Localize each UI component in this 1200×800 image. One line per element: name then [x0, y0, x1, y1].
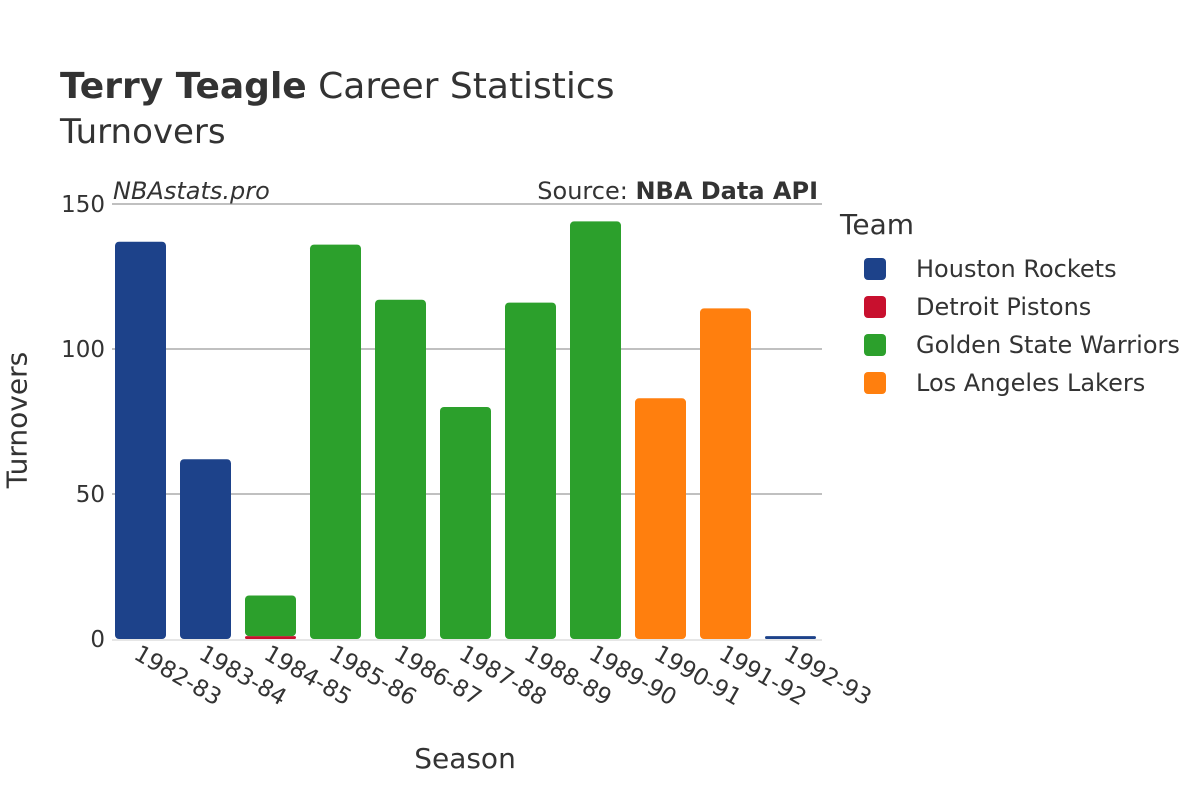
- legend-item-detroit-pistons[interactable]: Detroit Pistons: [864, 288, 1180, 326]
- legend-title: Team: [840, 208, 915, 241]
- bar-1987-88-golden-state-warriors[interactable]: [440, 407, 491, 639]
- y-tick-label: 100: [61, 337, 105, 363]
- x-tick-labels: 1982-831983-841984-851985-861986-871987-…: [130, 641, 876, 712]
- bar-1988-89-golden-state-warriors[interactable]: [505, 302, 556, 639]
- legend-label: Golden State Warriors: [916, 331, 1180, 359]
- y-tick-label: 150: [61, 192, 105, 218]
- chart-title-rest: Career Statistics: [306, 66, 615, 107]
- legend-label: Detroit Pistons: [916, 293, 1092, 321]
- y-axis-label: Turnovers: [0, 351, 34, 489]
- bar-1992-93-houston-rockets[interactable]: [765, 636, 816, 639]
- legend-label: Los Angeles Lakers: [916, 369, 1146, 397]
- chart-title: Terry Teagle Career Statistics: [60, 66, 614, 107]
- legend-label: Houston Rockets: [916, 255, 1117, 283]
- bar-1982-83-houston-rockets[interactable]: [115, 241, 166, 639]
- chart-title-player: Terry Teagle: [60, 66, 307, 107]
- bar-1989-90-golden-state-warriors[interactable]: [570, 221, 621, 639]
- legend-swatch: [864, 372, 886, 394]
- source-prefix: Source:: [537, 177, 636, 205]
- y-tick-label: 50: [76, 482, 105, 508]
- legend-swatch: [864, 296, 886, 318]
- legend-swatch: [864, 258, 886, 280]
- source-name: NBA Data API: [635, 177, 818, 205]
- legend: Houston Rockets Detroit Pistons Golden S…: [864, 250, 1180, 402]
- legend-item-los-angeles-lakers[interactable]: Los Angeles Lakers: [864, 364, 1180, 402]
- legend-item-golden-state-warriors[interactable]: Golden State Warriors: [864, 326, 1180, 364]
- legend-item-houston-rockets[interactable]: Houston Rockets: [864, 250, 1180, 288]
- x-axis-label: Season: [414, 742, 516, 775]
- source-credit: Source: NBA Data API: [537, 177, 818, 205]
- legend-swatch: [864, 334, 886, 356]
- y-tick-label: 0: [90, 627, 105, 653]
- bars: [115, 221, 816, 639]
- bar-1985-86-golden-state-warriors[interactable]: [310, 244, 361, 639]
- watermark: NBAstats.pro: [113, 177, 270, 205]
- bar-1984-85-detroit-pistons[interactable]: [245, 636, 296, 639]
- bar-1991-92-los-angeles-lakers[interactable]: [700, 308, 751, 639]
- bar-1983-84-houston-rockets[interactable]: [180, 459, 231, 639]
- chart-subtitle: Turnovers: [60, 112, 226, 152]
- bar-1984-85-golden-state-warriors[interactable]: [245, 595, 296, 637]
- bar-1990-91-los-angeles-lakers[interactable]: [635, 398, 686, 639]
- y-tick-labels: 0 50 100 150: [61, 192, 105, 653]
- bar-1986-87-golden-state-warriors[interactable]: [375, 299, 426, 639]
